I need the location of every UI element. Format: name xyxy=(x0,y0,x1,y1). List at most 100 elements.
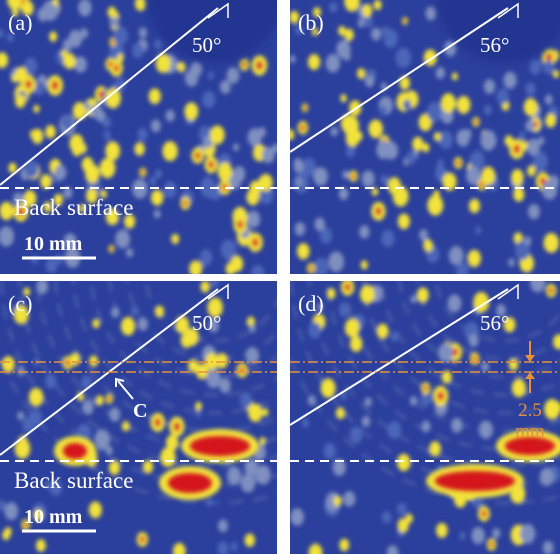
angle-label: 50° xyxy=(192,311,221,335)
image xyxy=(286,0,560,279)
speckle-blob xyxy=(151,190,163,206)
speckle-blob xyxy=(315,218,325,232)
speckle-blob xyxy=(131,306,139,316)
speckle-blob xyxy=(166,110,175,122)
back-surface-label: Back surface xyxy=(14,468,133,493)
speckle-blob xyxy=(339,539,349,552)
speckle-blob xyxy=(441,93,456,113)
speckle-blob xyxy=(398,214,410,230)
speckle-blob xyxy=(339,303,350,317)
speckle-blob xyxy=(249,324,255,332)
speckle-blob xyxy=(17,366,25,376)
speckle-core xyxy=(208,161,214,169)
panel-label: (c) xyxy=(8,291,32,316)
spacing-value: 2.5 xyxy=(518,400,542,421)
speckle-blob xyxy=(111,307,119,318)
speckle-blob xyxy=(358,19,365,28)
speckle-blob xyxy=(29,388,43,407)
speckle-core xyxy=(489,542,493,548)
speckle-blob xyxy=(96,395,104,405)
speckle-blob xyxy=(357,68,365,79)
speckle-core xyxy=(546,53,552,62)
back-surface-label: Back surface xyxy=(14,195,133,220)
speckle-blob xyxy=(139,27,147,38)
speckle-blob xyxy=(208,71,214,79)
speckle-blob xyxy=(469,334,479,347)
speckle-blob xyxy=(5,527,12,536)
speckle-blob xyxy=(185,70,198,87)
speckle-blob xyxy=(102,117,111,128)
speckle-blob xyxy=(545,95,553,105)
speckle-core xyxy=(309,266,313,271)
speckle-blob xyxy=(313,167,328,186)
speckle-blob xyxy=(324,443,336,459)
speckle-core xyxy=(173,422,180,431)
speckle-blob xyxy=(340,94,346,102)
speckle-blob xyxy=(525,82,535,95)
speckle-blob xyxy=(393,186,409,207)
speckle-blob xyxy=(114,26,128,45)
speckle-core xyxy=(424,385,428,391)
speckle-blob xyxy=(272,144,279,153)
speckle-blob xyxy=(468,250,481,267)
speckle-blob xyxy=(314,258,328,276)
speckle-blob xyxy=(289,55,295,63)
speckle-blob xyxy=(412,137,423,151)
speckle-blob xyxy=(17,411,24,420)
speckle-blob xyxy=(439,131,453,149)
speckle-blob xyxy=(343,50,351,60)
speckle-blob xyxy=(543,541,554,554)
angle-label: 50° xyxy=(192,33,221,57)
speckle-blob xyxy=(484,79,495,94)
speckle-blob xyxy=(248,128,262,146)
speckle-core xyxy=(111,40,114,44)
speckle-core xyxy=(140,536,145,543)
speckle-blob xyxy=(32,129,44,144)
panel: (b)56° xyxy=(286,0,560,279)
speckle-blob xyxy=(420,392,431,406)
speckle-blob xyxy=(233,143,239,151)
speckle-blob xyxy=(508,258,515,266)
speckle-blob xyxy=(286,129,294,140)
speckle-blob xyxy=(331,127,338,137)
speckle-core xyxy=(437,391,444,400)
speckle-blob xyxy=(369,120,383,139)
speckle-blob xyxy=(380,174,388,184)
speckle-blob xyxy=(543,60,553,74)
speckle-core xyxy=(110,247,113,251)
speckle-blob xyxy=(505,135,514,146)
speckle-blob xyxy=(262,408,268,416)
speckle-blob xyxy=(429,441,441,456)
speckle-blob xyxy=(25,57,38,73)
speckle-blob xyxy=(149,88,161,104)
speckle-core xyxy=(107,396,111,401)
angle-label: 56° xyxy=(480,311,509,335)
speckle-blob xyxy=(162,141,177,161)
speckle-blob xyxy=(362,170,375,187)
speckle-blob xyxy=(364,397,371,407)
speckle-blob xyxy=(134,142,144,155)
speckle-blob xyxy=(530,273,545,293)
speckle-core xyxy=(513,144,520,153)
speckle-blob xyxy=(396,48,412,68)
speckle-blob xyxy=(326,54,340,73)
speckle-blob xyxy=(481,167,495,185)
speckle-blob xyxy=(154,39,162,50)
speckle-blob xyxy=(338,26,346,36)
speckle-blob xyxy=(132,43,143,58)
speckle-blob xyxy=(422,421,431,433)
speckle-blob xyxy=(154,210,161,219)
speckle-blob xyxy=(544,233,559,253)
speckle-blob xyxy=(397,454,410,471)
speckle-blob xyxy=(321,378,336,397)
speckle-blob xyxy=(542,180,557,200)
speckle-blob xyxy=(92,319,99,329)
panel-label: (d) xyxy=(298,291,324,316)
speckle-blob xyxy=(85,164,100,183)
speckle-core xyxy=(154,418,161,427)
speckle-blob xyxy=(46,258,58,273)
speckle-blob xyxy=(143,460,153,473)
speckle-blob xyxy=(398,518,409,533)
speckle-core xyxy=(195,152,201,159)
speckle-blob xyxy=(247,211,260,228)
